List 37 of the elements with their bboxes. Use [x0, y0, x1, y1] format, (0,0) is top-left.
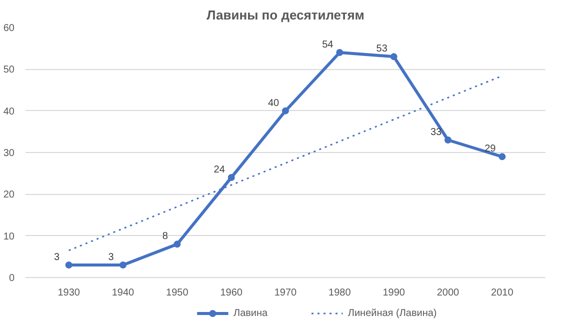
chart-title: Лавины по десятилетям [206, 8, 364, 22]
data-label: 3 [54, 252, 60, 263]
legend-label: Лавина [234, 308, 268, 319]
data-label: 53 [376, 44, 388, 55]
point [336, 49, 344, 56]
y-tick-label: 50 [3, 64, 15, 76]
point [228, 174, 235, 181]
y-tick-label: 60 [3, 23, 15, 34]
point [282, 107, 289, 114]
point [120, 262, 126, 268]
point [444, 136, 452, 144]
data-label: 8 [162, 231, 168, 242]
legend-label: Линейная (Лавина) [348, 308, 437, 319]
y-tick-label: 0 [8, 273, 15, 284]
x-tick-label: 1980 [328, 288, 352, 298]
point [174, 240, 181, 248]
x-tick-label: 1950 [166, 288, 189, 298]
y-tick-label: 20 [3, 190, 15, 201]
data-label: 24 [214, 164, 226, 176]
y-tick-label: 10 [3, 231, 15, 242]
data-label: 40 [268, 98, 280, 109]
x-tick-label: 1970 [274, 288, 298, 298]
data-label: 54 [322, 40, 334, 50]
data-label: 3 [108, 252, 114, 263]
x-tick-label: 1930 [58, 288, 80, 298]
point [390, 53, 398, 60]
x-tick-label: 1940 [112, 288, 135, 298]
y-tick-label: 30 [3, 148, 15, 159]
point [498, 153, 506, 160]
x-tick-label: 1960 [220, 288, 243, 298]
point [65, 262, 72, 268]
data-label: 33 [430, 127, 442, 138]
x-tick-label: 2010 [491, 288, 514, 298]
y-tick-label: 40 [3, 106, 15, 118]
x-tick-label: 1990 [382, 288, 406, 298]
x-tick-label: 2000 [436, 288, 460, 298]
data-label: 29 [484, 144, 496, 155]
